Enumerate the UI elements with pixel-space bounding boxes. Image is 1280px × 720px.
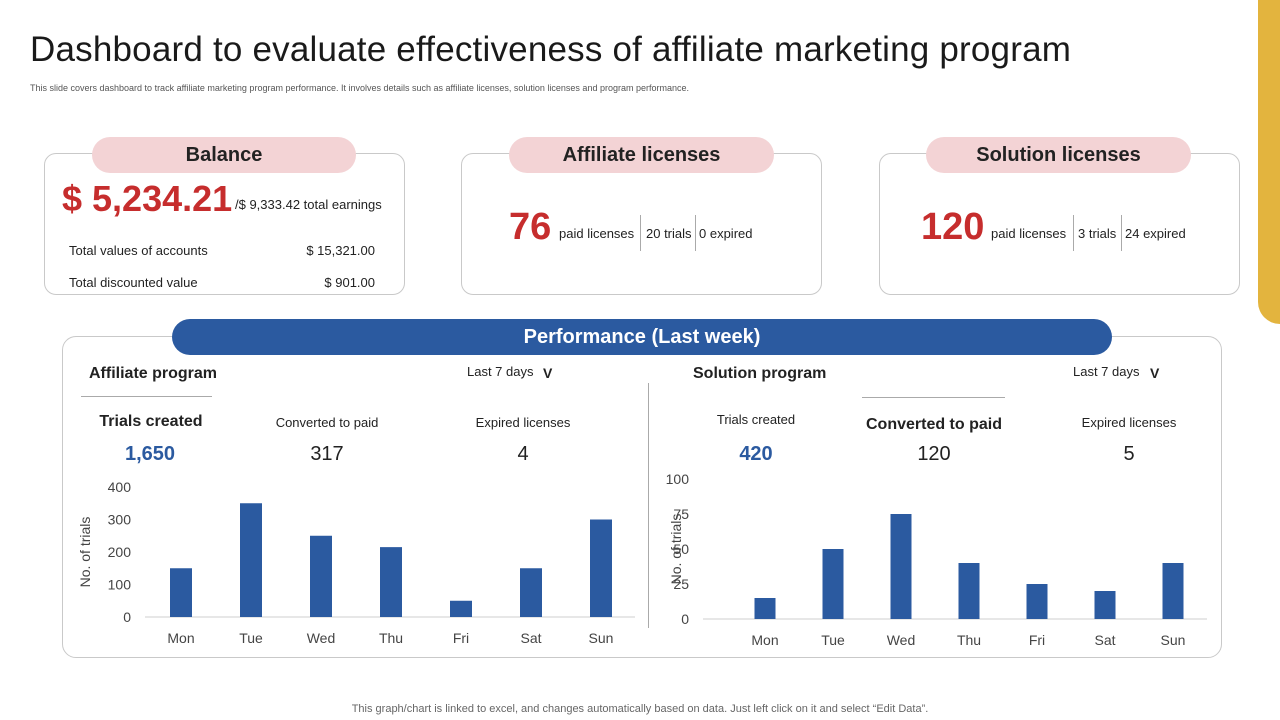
x-tick-label: Fri [1029,632,1045,648]
x-tick-label: Sat [1094,632,1115,648]
bar-sat [1094,591,1116,619]
x-tick-label: Fri [453,630,469,646]
affiliate-trials-chart: 0 100 200 300 400 Mon Tue Wed Thu Fri Sat Sun No. of… [77,479,635,646]
affiliate-licenses-card [461,153,822,295]
y-tick-label: 25 [673,576,689,592]
affiliate-program-title: Affiliate program [89,365,218,382]
stat-label: Converted to paid [865,416,1002,433]
balance-total-earnings: /$ 9,333.42 total earnings [235,197,382,212]
bar-tue [822,549,844,619]
chevron-down-icon[interactable]: V [543,365,553,381]
page-subtitle: This slide covers dashboard to track aff… [30,83,689,93]
y-tick-label: 300 [108,512,132,528]
bar-tue [240,503,262,617]
solution-program-title: Solution program [693,365,827,382]
affiliate-paid-text: paid licenses [559,226,635,241]
affiliate-range-select[interactable]: Last 7 days [467,364,534,379]
stat-value: 1,650 [124,443,176,465]
x-tick-label: Sun [1161,632,1186,648]
stat-value: 120 [917,443,951,465]
divider [695,215,696,251]
stat-value: 317 [310,443,344,465]
affiliate-expired: 0 expired [699,226,753,241]
x-tick-label: Tue [821,632,845,648]
solution-trials-chart: 0 25 50 75 100 Mon Tue Wed Thu Fri Sat Sun No. of tr… [666,471,1207,648]
bar-wed [890,514,912,619]
balance-amount: $ 5,234.21 [62,178,233,219]
footer-note: This graph/chart is linked to excel, and… [351,703,929,715]
y-tick-label: 400 [108,479,132,495]
divider [1121,215,1122,251]
x-tick-label: Mon [167,630,194,646]
stat-label: Expired licenses [1081,415,1177,430]
page-title: Dashboard to evaluate effectiveness of a… [30,30,1072,69]
x-tick-label: Sun [589,630,614,646]
x-tick-label: Wed [887,632,916,648]
x-tick-label: Thu [957,632,981,648]
stat-label: Trials created [716,412,796,427]
x-tick-label: Mon [751,632,778,648]
y-tick-label: 200 [108,544,132,560]
x-tick-label: Tue [239,630,263,646]
affiliate-trials: 20 trials [646,226,692,241]
divider [640,215,641,251]
bar-fri [1026,584,1048,619]
bar-wed [310,535,332,617]
title-underline [81,396,212,397]
stat-value: 4 [517,443,529,465]
bar-mon [170,568,192,617]
y-tick-label: 100 [666,471,690,487]
y-axis-title: No. of trials [77,517,93,588]
title-underline [862,397,1005,398]
balance-card [44,153,405,295]
solution-licenses-pill: Solution licenses [926,137,1191,173]
y-tick-label: 100 [108,577,132,593]
solution-trials: 3 trials [1078,226,1117,241]
stat-value: 5 [1123,443,1135,465]
bar-fri [450,600,472,617]
accent-bar [1258,0,1280,324]
x-tick-label: Wed [307,630,336,646]
y-tick-label: 50 [673,541,689,557]
affiliate-licenses-pill: Affiliate licenses [509,137,774,173]
affiliate-licenses-count: 76 [509,206,552,248]
solution-licenses-card [879,153,1240,295]
solution-range-select[interactable]: Last 7 days [1073,364,1140,379]
stat-label: Expired licenses [475,415,571,430]
bar-thu [380,547,402,617]
bar-thu [958,563,980,619]
x-tick-label: Sat [520,630,541,646]
stat-label: Converted to paid [275,415,379,430]
bar-sun [590,519,612,617]
x-tick-label: Thu [379,630,403,646]
solution-expired: 24 expired [1125,226,1186,241]
y-tick-label: 0 [681,611,689,627]
y-tick-label: 0 [123,609,131,625]
y-tick-label: 75 [673,506,689,522]
stat-value: 420 [739,443,773,465]
balance-row-value: $ 15,321.00 [306,243,375,258]
solution-paid-text: paid licenses [991,226,1067,241]
balance-pill: Balance [92,137,356,173]
balance-row-value: $ 901.00 [324,275,375,290]
chevron-down-icon[interactable]: V [1150,365,1160,381]
solution-licenses-count: 120 [921,206,985,248]
balance-row-label: Total values of accounts [69,243,208,258]
bar-sun [1162,563,1184,619]
balance-row-label: Total discounted value [69,275,198,290]
y-axis-title: No. of trials [668,514,684,585]
divider [1073,215,1074,251]
performance-title: Performance (Last week) [172,319,1112,355]
stat-label: Trials created [99,413,203,430]
bar-mon [754,598,776,619]
section-divider [648,383,649,628]
bar-sat [520,568,542,617]
